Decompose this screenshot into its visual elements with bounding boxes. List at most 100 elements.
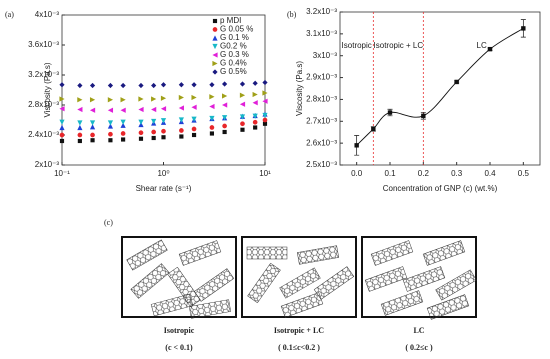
x-tick-label: 10⁰ <box>157 169 169 178</box>
marker <box>77 82 83 89</box>
y-tick-label: 2.4x10⁻³ <box>28 130 59 139</box>
legend-label: G 0.4% <box>220 59 247 68</box>
marker <box>89 107 96 113</box>
marker <box>59 119 65 125</box>
box-range: ( 0.1≤c<0.2 ) <box>278 343 320 352</box>
marker <box>252 113 258 119</box>
marker <box>120 107 126 113</box>
graphene-sheet <box>178 240 222 266</box>
marker <box>222 115 228 121</box>
marker <box>240 121 245 127</box>
marker <box>120 82 126 89</box>
y-tick-label: 2.6x10⁻³ <box>306 138 337 147</box>
marker <box>209 82 215 88</box>
point <box>487 46 493 52</box>
marker <box>262 79 268 86</box>
region-label: Isotropic <box>342 41 372 50</box>
graphene-sheet <box>370 240 414 266</box>
marker <box>107 120 114 126</box>
marker <box>77 97 83 103</box>
x-tick-label: 0.5 <box>518 169 530 178</box>
x-tick-label: 0.4 <box>484 169 496 178</box>
y-tick-label: 3.6x10⁻³ <box>28 40 59 49</box>
point <box>354 143 359 148</box>
graphene-sheet <box>130 263 170 299</box>
box-title: Isotropic + LC <box>274 326 324 335</box>
marker <box>262 112 268 119</box>
marker <box>191 82 197 88</box>
x-tick-label: 10⁻¹ <box>54 169 70 178</box>
marker <box>108 131 113 137</box>
marker <box>253 125 258 130</box>
point <box>421 113 426 119</box>
graphene-sheet <box>380 290 424 316</box>
graphene-sheet <box>246 246 288 260</box>
marker <box>108 138 113 143</box>
marker <box>89 97 96 103</box>
marker <box>239 92 246 98</box>
marker <box>222 102 228 108</box>
region-label: LC <box>477 41 487 50</box>
x-tick-label: 10¹ <box>259 169 271 178</box>
graphene-sheet <box>364 266 408 292</box>
box-title: Isotropic <box>164 326 195 335</box>
marker <box>138 130 144 136</box>
graphene-sheet <box>126 239 168 271</box>
y-tick-label: 3.2x10⁻³ <box>306 7 337 16</box>
marker <box>59 96 65 102</box>
marker <box>212 35 218 41</box>
marker <box>138 82 144 89</box>
marker <box>179 128 184 133</box>
legend-label: G0.2 % <box>220 42 247 51</box>
x-tick-label: 0.1 <box>384 169 396 178</box>
legend-label: G 0.3 % <box>220 50 249 59</box>
marker <box>59 132 65 138</box>
y-tick-label: 2.8x10⁻³ <box>306 95 337 104</box>
x-axis-label: Concentration of GNP (c) (wt.%) <box>383 184 498 193</box>
marker <box>262 121 268 126</box>
marker <box>252 100 258 106</box>
marker <box>252 80 258 86</box>
marker <box>120 131 126 136</box>
marker <box>191 104 197 110</box>
graphene-sheet <box>247 262 281 304</box>
y-tick-label: 2.9x10⁻³ <box>306 73 337 82</box>
marker <box>252 91 258 98</box>
marker <box>89 124 96 130</box>
x-tick-label: 0.0 <box>351 169 363 178</box>
graphene-sheet <box>279 267 321 299</box>
y-tick-label: 2x10⁻³ <box>35 160 60 169</box>
marker <box>161 135 166 140</box>
y-tick-label: 4x10⁻³ <box>35 10 60 19</box>
y-tick-label: 2.5x10⁻³ <box>306 160 337 169</box>
y-tick-label: 2.7x10⁻³ <box>306 116 337 125</box>
marker <box>120 97 126 103</box>
marker <box>209 94 215 100</box>
marker <box>151 106 157 113</box>
box-title: LC <box>413 326 424 335</box>
marker <box>179 134 184 139</box>
marker <box>151 129 157 135</box>
marker <box>209 125 215 130</box>
plot-frame <box>339 11 541 166</box>
marker <box>160 118 167 124</box>
marker <box>160 82 167 88</box>
panel-label: (a) <box>5 10 14 19</box>
marker <box>151 82 157 89</box>
marker <box>222 123 227 129</box>
marker <box>160 95 167 101</box>
marker <box>138 119 144 125</box>
y-axis-label: Viscosity (Pa.s) <box>295 61 304 116</box>
y-tick-label: 2.8x10⁻³ <box>28 100 59 109</box>
x-tick-label: 0.2 <box>418 169 430 178</box>
marker <box>209 103 215 110</box>
graphene-sheet <box>435 269 477 301</box>
marker <box>59 138 65 144</box>
marker <box>77 106 83 113</box>
marker <box>121 137 126 142</box>
panel-label: (c) <box>104 218 113 227</box>
graphene-sheet <box>422 240 466 266</box>
marker <box>161 128 166 134</box>
marker <box>212 18 218 24</box>
